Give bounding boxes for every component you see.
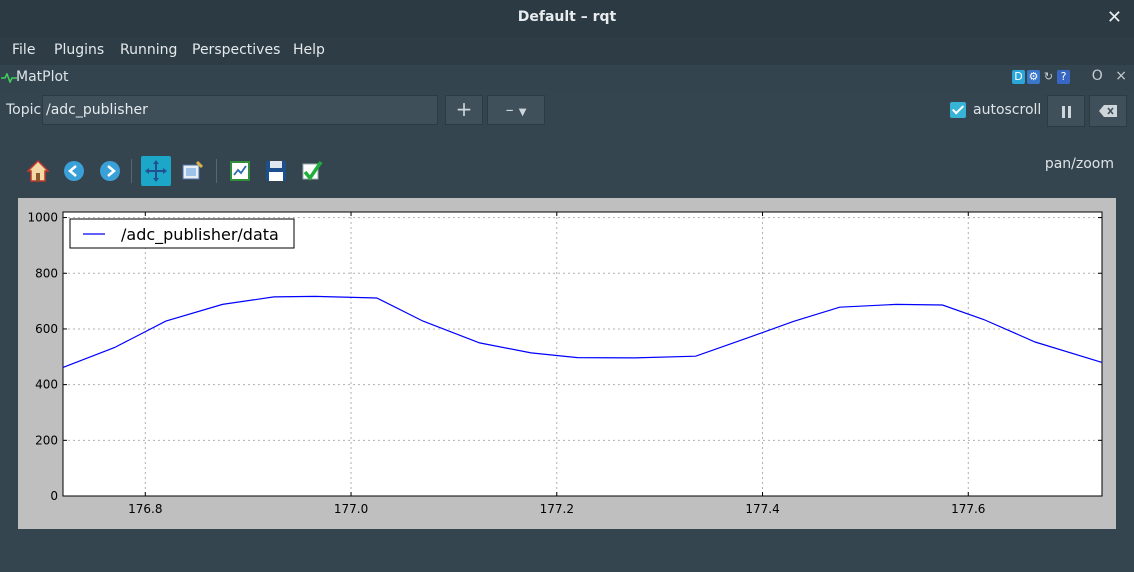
plot-area bbox=[62, 211, 1103, 497]
add-topic-button[interactable]: + bbox=[445, 95, 483, 125]
plugin-name: MatPlot bbox=[16, 69, 69, 85]
clear-button[interactable] bbox=[1089, 95, 1127, 127]
menu-help[interactable]: Help bbox=[293, 42, 325, 58]
pause-button[interactable] bbox=[1047, 95, 1085, 127]
y-tick-label: 200 bbox=[35, 433, 58, 447]
menu-bar: File Plugins Running Perspectives Help bbox=[0, 37, 1134, 65]
pulse-icon bbox=[1, 73, 17, 83]
remove-topic-label: – bbox=[505, 100, 514, 119]
y-tick-label: 600 bbox=[35, 322, 58, 336]
edit-curves-icon[interactable] bbox=[297, 156, 327, 186]
menu-file[interactable]: File bbox=[12, 42, 36, 58]
help-icon[interactable]: ? bbox=[1057, 70, 1070, 84]
window-title: Default – rqt bbox=[517, 9, 617, 25]
reload-icon[interactable]: ↻ bbox=[1043, 70, 1054, 83]
y-tick-label: 1000 bbox=[27, 211, 58, 225]
save-icon[interactable] bbox=[261, 156, 291, 186]
mode-label: pan/zoom bbox=[1044, 156, 1114, 172]
y-tick-label: 800 bbox=[35, 266, 58, 280]
gear-icon[interactable]: ⚙ bbox=[1027, 70, 1040, 84]
toolbar-separator bbox=[216, 159, 217, 183]
menu-plugins[interactable]: Plugins bbox=[54, 42, 105, 58]
subplots-icon[interactable] bbox=[225, 156, 255, 186]
x-tick-label: 177.2 bbox=[540, 502, 574, 516]
y-tick-label: 400 bbox=[35, 378, 58, 392]
legend-box bbox=[69, 218, 295, 249]
plot-toolbar: pan/zoom bbox=[0, 150, 1134, 192]
clear-icon bbox=[1099, 105, 1117, 117]
topic-row: Topic /adc_publisher + – ▼ autoscroll bbox=[0, 91, 1134, 131]
close-icon[interactable]: ✕ bbox=[1106, 7, 1122, 28]
series-line bbox=[62, 295, 1103, 368]
y-tick-label: 0 bbox=[50, 489, 58, 503]
zoom-icon[interactable] bbox=[177, 156, 207, 186]
line-chart[interactable]: 176.8 177.0 177.2 177.4 177.6 0 200 400 600 800 10… bbox=[18, 198, 1116, 529]
menu-running[interactable]: Running bbox=[120, 42, 178, 58]
autoscroll-checkbox[interactable] bbox=[950, 102, 966, 118]
plugin-title-bar: MatPlot D ⚙ ↻ ? O × bbox=[0, 65, 1134, 91]
title-bar: Default – rqt ✕ bbox=[0, 0, 1134, 37]
dock-icon[interactable]: D bbox=[1012, 70, 1025, 84]
x-tick-label: 177.0 bbox=[334, 502, 368, 516]
x-tick-label: 177.6 bbox=[951, 502, 985, 516]
forward-icon[interactable] bbox=[95, 156, 125, 186]
figure-canvas[interactable]: 176.8 177.0 177.2 177.4 177.6 0 200 400 600 800 10… bbox=[18, 198, 1116, 529]
menu-perspectives[interactable]: Perspectives bbox=[192, 42, 281, 58]
topic-label: Topic bbox=[6, 102, 42, 118]
toolbar-separator bbox=[131, 159, 132, 183]
plugin-window-controls[interactable]: O × bbox=[1091, 68, 1131, 84]
home-icon[interactable] bbox=[23, 156, 53, 186]
x-tick-label: 177.4 bbox=[745, 502, 779, 516]
pan-icon[interactable] bbox=[141, 156, 171, 186]
back-icon[interactable] bbox=[59, 156, 89, 186]
topic-input[interactable]: /adc_publisher bbox=[42, 95, 438, 125]
chevron-down-icon: ▼ bbox=[518, 107, 527, 118]
autoscroll-label: autoscroll bbox=[973, 102, 1042, 118]
remove-topic-button[interactable]: – ▼ bbox=[487, 95, 545, 125]
legend-label: /adc_publisher/data bbox=[121, 225, 279, 245]
x-tick-label: 176.8 bbox=[128, 502, 162, 516]
